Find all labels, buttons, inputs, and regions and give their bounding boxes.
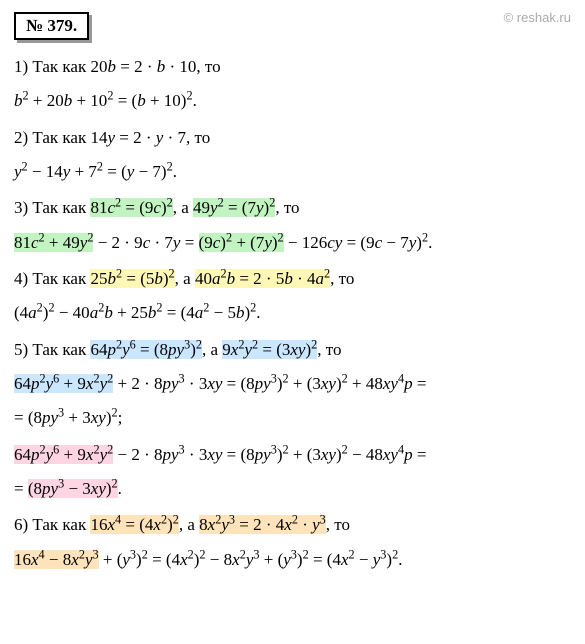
solution-line: 2) Так как 14y = 2 · y · 7, то xyxy=(14,125,571,151)
solution-line: 16x4 − 8x2y3 + (y3)2 = (4x2)2 − 8x2y3 + … xyxy=(14,547,571,573)
solution-line: y2 − 14y + 72 = (y − 7)2. xyxy=(14,159,571,185)
watermark: © reshak.ru xyxy=(504,10,571,25)
solution-line: = (8py3 − 3xy)2. xyxy=(14,476,571,502)
solution-line: 81c2 + 49y2 − 2 · 9c · 7y = (9c)2 + (7y)… xyxy=(14,230,571,256)
problem-number-box: № 379. xyxy=(14,12,89,40)
solution-line: 3) Так как 81c2 = (9c)2, а 49y2 = (7y)2,… xyxy=(14,195,571,221)
solution-line: = (8py3 + 3xy)2; xyxy=(14,405,571,431)
solution-line: 6) Так как 16x4 = (4x2)2, а 8x2y3 = 2 · … xyxy=(14,512,571,538)
problem-number: № 379. xyxy=(26,16,77,35)
solution-line: (4a2)2 − 40a2b + 25b2 = (4a2 − 5b)2. xyxy=(14,300,571,326)
solution-line: 4) Так как 25b2 = (5b)2, а 40a2b = 2 · 5… xyxy=(14,266,571,292)
solution-line: 5) Так как 64p2y6 = (8py3)2, а 9x2y2 = (… xyxy=(14,337,571,363)
solution-line: 64p2y6 + 9x2y2 + 2 · 8py3 · 3xy = (8py3)… xyxy=(14,371,571,397)
solution-line: 1) Так как 20b = 2 · b · 10, то xyxy=(14,54,571,80)
solution-line: b2 + 20b + 102 = (b + 10)2. xyxy=(14,88,571,114)
solution-body: 1) Так как 20b = 2 · b · 10, то b2 + 20b… xyxy=(14,54,571,573)
solution-line: 64p2y6 + 9x2y2 − 2 · 8py3 · 3xy = (8py3)… xyxy=(14,442,571,468)
